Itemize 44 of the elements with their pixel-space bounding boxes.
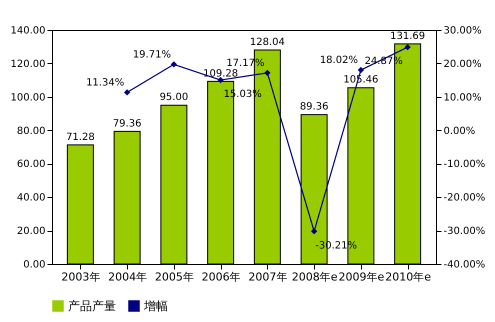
y2-tick-label: -20.00% bbox=[444, 192, 486, 204]
data-label: 71.28 bbox=[66, 132, 95, 143]
y2-tick-label: 10.00% bbox=[444, 92, 482, 104]
data-label: 19.71% bbox=[132, 49, 171, 60]
x-tick-label: 2010年e bbox=[385, 270, 432, 284]
legend-label: 增幅 bbox=[143, 299, 168, 313]
y-tick-label: 40.00 bbox=[16, 192, 46, 204]
y2-tick-label: 30.00% bbox=[444, 26, 482, 36]
y2-tick-label: -10.00% bbox=[444, 159, 486, 170]
y-tick-label: 60.00 bbox=[16, 159, 46, 170]
data-label: 95.00 bbox=[160, 92, 188, 104]
y-tick-label: 20.00 bbox=[16, 226, 46, 238]
point bbox=[310, 228, 318, 234]
y-tick-label: 0.00 bbox=[23, 260, 46, 270]
data-label: 128.04 bbox=[250, 36, 285, 48]
y-tick-label: 140.00 bbox=[10, 26, 46, 36]
data-label: 89.36 bbox=[300, 102, 328, 113]
data-label: 131.69 bbox=[390, 30, 426, 42]
y-tick-label: 80.00 bbox=[16, 126, 46, 137]
y2-tick-label: 0.00% bbox=[444, 126, 476, 137]
point bbox=[358, 66, 364, 74]
y2-tick-label: -40.00% bbox=[444, 260, 486, 270]
point bbox=[124, 89, 130, 96]
legend-label: 产品产量 bbox=[68, 299, 116, 313]
data-label: 79.36 bbox=[112, 118, 142, 130]
y-tick-label: 120.00 bbox=[10, 58, 46, 70]
y-tick-label: 100.00 bbox=[10, 92, 46, 104]
x-tick-label: 2007年 bbox=[248, 270, 288, 284]
x-tick-label: 2006年 bbox=[202, 270, 241, 284]
point bbox=[264, 70, 271, 76]
x-tick-label: 2009年e bbox=[338, 270, 384, 284]
x-tick-label: 2003年 bbox=[61, 270, 100, 284]
data-label: 11.34% bbox=[86, 77, 124, 88]
point bbox=[404, 44, 411, 50]
y2-tick-label: 20.00% bbox=[444, 58, 482, 70]
point bbox=[217, 76, 224, 84]
x-tick-label: 2004年 bbox=[108, 270, 148, 284]
data-label: -30.21% bbox=[315, 240, 357, 252]
x-tick-label: 2008年e bbox=[292, 270, 338, 284]
data-label: 18.02% bbox=[320, 55, 358, 66]
y2-tick-label: -30.00% bbox=[444, 226, 486, 238]
data-label: 109.28 bbox=[203, 68, 238, 80]
x-tick-label: 2005年 bbox=[154, 270, 194, 284]
point bbox=[170, 61, 178, 68]
